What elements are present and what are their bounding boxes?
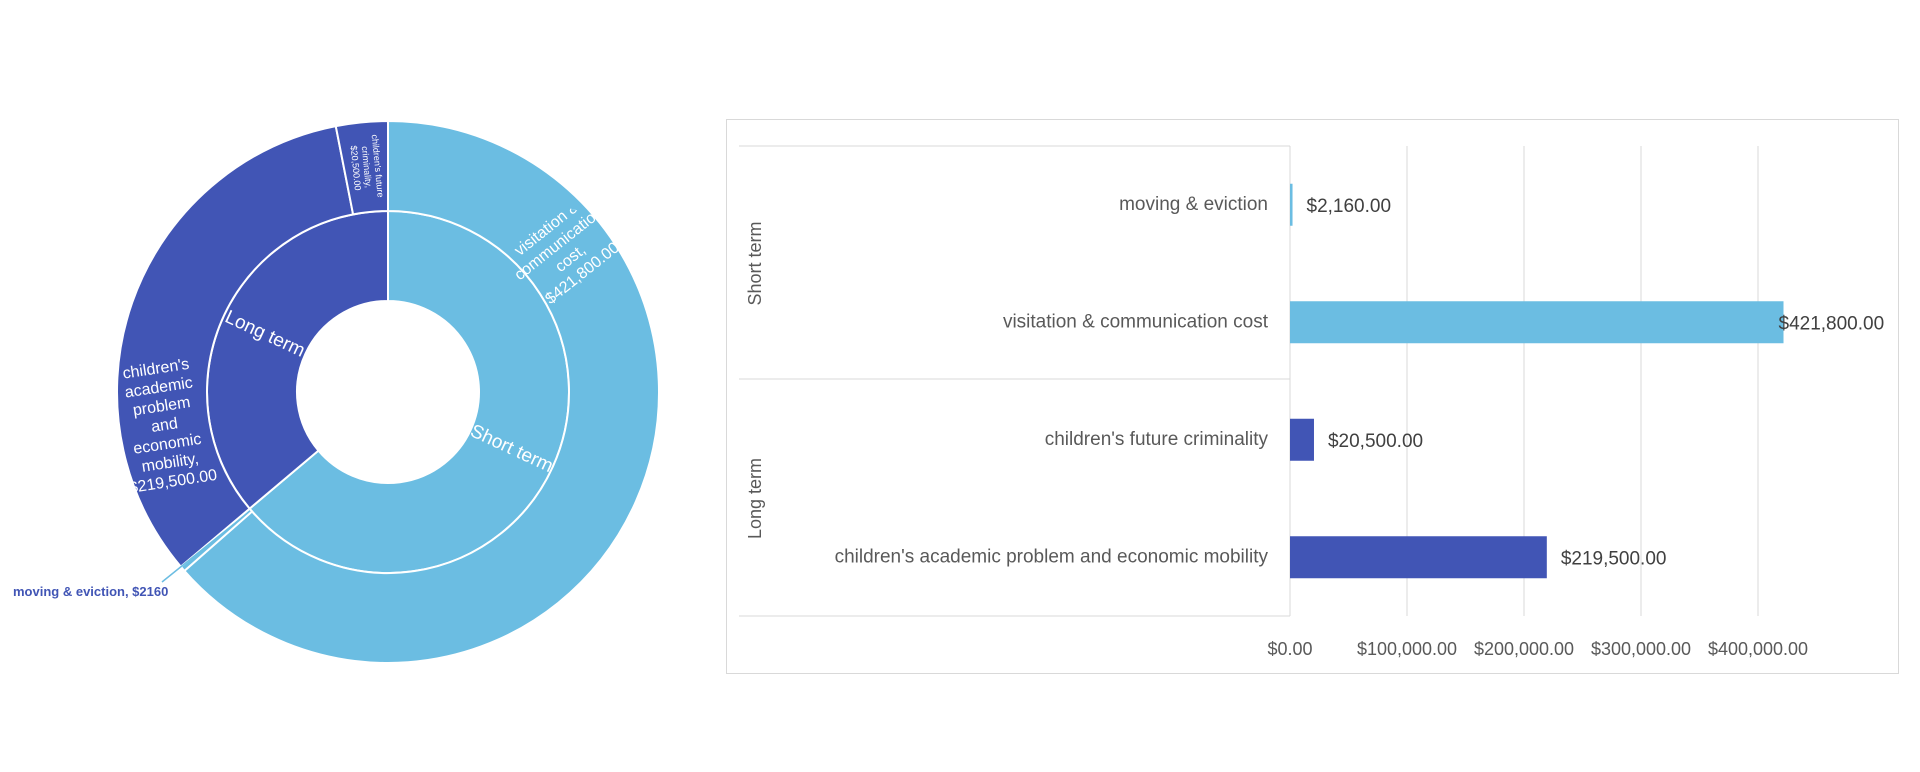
category-label-visitation-communication-cost: visitation & communication cost [1003, 311, 1269, 332]
sunburst-outer-children-s-future-criminality [334, 119, 389, 216]
bar-chart: Short term moving & eviction $2,160.00 visi… [739, 145, 1885, 659]
data-label-visitation-communication-cost: $421,800.00 [1779, 313, 1885, 334]
category-label-children-s-future-criminality: children's future criminality [1045, 429, 1269, 450]
bar-children-s-future-criminality [1290, 418, 1314, 461]
category-label-moving-eviction: moving & eviction [1119, 194, 1268, 215]
bar-moving-eviction [1290, 183, 1293, 226]
sunburst-callout-line [161, 516, 244, 583]
x-tick-label: $200,000.00 [1474, 639, 1574, 659]
sunburst-label-academic: children'sacademicproblemandeconomicmobi… [122, 356, 219, 497]
x-tick-label: $0.00 [1267, 639, 1312, 659]
data-label-children-s-academic-problem-and-economic-mobility: $219,500.00 [1561, 548, 1667, 569]
sunburst-outer-visitation-communication-cost [182, 119, 660, 664]
category-label-children-s-academic-problem-and-economic-mobility: children's academic problem and economic… [835, 546, 1269, 567]
svg-text:$20,500.00: $20,500.00 [349, 145, 363, 191]
data-label-moving-eviction: $2,160.00 [1307, 196, 1392, 217]
svg-text:criminality,: criminality, [360, 146, 374, 189]
bar-visitation-communication-cost [1290, 301, 1784, 344]
data-label-children-s-future-criminality: $20,500.00 [1328, 431, 1423, 452]
bar-children-s-academic-problem-and-economic-mobility [1290, 536, 1547, 579]
x-tick-label: $300,000.00 [1591, 639, 1691, 659]
x-tick-label: $100,000.00 [1357, 639, 1457, 659]
group-label-short-term: Short term [745, 221, 765, 305]
svg-text:and: and [150, 415, 179, 436]
bar-chart-frame [726, 119, 1899, 674]
group-label-long-term: Long term [745, 458, 765, 539]
x-tick-label: $400,000.00 [1708, 639, 1808, 659]
sunburst-label-moving: moving & eviction, $2160 [13, 584, 168, 599]
sunburst-outer-children-s-academic-problem-and-economic-mobility [116, 124, 355, 569]
